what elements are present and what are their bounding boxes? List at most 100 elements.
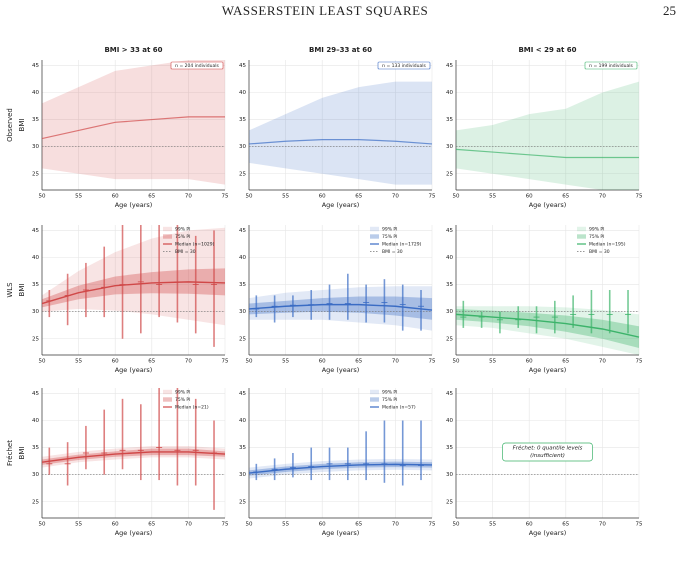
x-tick-label: 55	[75, 194, 82, 200]
running-header: WASSERSTEIN LEAST SQUARES	[222, 3, 429, 18]
y-tick-label: 35	[446, 117, 453, 123]
x-tick-label: 60	[526, 194, 533, 200]
x-axis-label: Age (years)	[529, 366, 567, 374]
legend-swatch	[370, 397, 379, 402]
x-tick-label: 60	[112, 522, 119, 528]
x-tick-label: 75	[222, 522, 229, 528]
x-tick-label: 60	[526, 522, 533, 528]
y-tick-label: 25	[239, 171, 246, 177]
x-axis-label: Age (years)	[115, 201, 153, 209]
y-tick-label: 40	[446, 90, 453, 96]
x-tick-label: 75	[636, 194, 643, 200]
x-tick-label: 55	[282, 194, 289, 200]
legend-label: 99% PI	[175, 227, 190, 233]
legend-swatch	[163, 397, 172, 402]
legend-swatch	[577, 226, 586, 232]
legend-swatch	[370, 234, 379, 239]
x-tick-label: 55	[282, 522, 289, 528]
y-tick-label: 35	[32, 282, 39, 288]
x-tick-label: 55	[489, 194, 496, 200]
y-tick-label: 40	[446, 418, 453, 424]
panel: 25 30 35 40 45 50 55 60 65 70 75 Age (years) Fréchet…	[446, 388, 643, 537]
y-tick-label: 45	[239, 63, 246, 69]
y-tick-label: 35	[239, 445, 246, 451]
y-tick-label: 25	[239, 499, 246, 505]
trajectory-center	[248, 139, 433, 145]
legend-label: Median (n=21)	[175, 405, 209, 411]
x-tick-label: 50	[453, 359, 460, 365]
y-tick-label: 45	[446, 63, 453, 69]
y-axis-label: BMI	[18, 447, 26, 460]
y-tick-label: 35	[32, 117, 39, 123]
y-tick-label: 40	[32, 90, 39, 96]
x-tick-label: 75	[222, 194, 229, 200]
y-tick-label: 30	[239, 144, 246, 150]
legend-swatch	[370, 389, 379, 395]
note-text: Fréchet: 0 quantile levels	[513, 445, 583, 452]
legend-swatch	[163, 234, 172, 239]
x-tick-label: 60	[112, 194, 119, 200]
x-tick-label: 60	[319, 359, 326, 365]
legend-label: BMI = 30	[589, 249, 610, 255]
x-tick-label: 65	[355, 522, 362, 528]
x-tick-label: 70	[185, 522, 192, 528]
y-tick-label: 45	[239, 228, 246, 234]
row-label: Fréchet	[6, 440, 14, 466]
badge: n = 204 individuals	[175, 63, 219, 69]
column-title: BMI > 33 at 60	[104, 46, 162, 54]
x-axis-label: Age (years)	[115, 366, 153, 374]
legend-label: Median (n=1029)	[175, 242, 215, 248]
x-tick-label: 55	[282, 359, 289, 365]
trajectory-center	[455, 148, 639, 159]
pi75-band	[42, 448, 225, 465]
y-tick-label: 35	[239, 282, 246, 288]
x-axis-label: Age (years)	[529, 529, 567, 537]
y-tick-label: 30	[239, 309, 246, 315]
x-axis-label: Age (years)	[322, 529, 360, 537]
x-tick-label: 75	[636, 522, 643, 528]
pi75-band	[456, 308, 639, 348]
y-tick-label: 30	[446, 309, 453, 315]
x-tick-label: 60	[526, 359, 533, 365]
y-tick-label: 30	[32, 144, 39, 150]
x-tick-label: 50	[246, 194, 253, 200]
panel: 25 30 35 40 45 50 55 60 65 70 75 Age (years) 99% PI7…	[446, 225, 643, 374]
badge-box	[377, 61, 431, 70]
y-tick-label: 25	[32, 499, 39, 505]
badge: n = 133 individuals	[382, 63, 426, 69]
column-title: BMI < 29 at 60	[518, 46, 576, 54]
legend-swatch	[163, 226, 172, 232]
column-title: BMI 29–33 at 60	[309, 46, 372, 54]
panel: 25 30 35 40 45 50 55 60 65 70 75 Age (years) 99% PI7…	[239, 388, 436, 537]
trajectory-envelope	[42, 60, 225, 185]
row-label: Observed	[6, 108, 14, 142]
y-axis-label: BMI	[18, 119, 26, 132]
note-text: (insufficient)	[530, 453, 565, 459]
x-tick-label: 75	[429, 194, 436, 200]
y-tick-label: 25	[446, 171, 453, 177]
x-tick-label: 55	[489, 359, 496, 365]
legend-label: Median (n=1729)	[382, 242, 422, 248]
panel: 25 30 35 40 45 50 55 60 65 70 75 Age (years) 99% PI7…	[32, 388, 229, 537]
y-tick-label: 45	[446, 228, 453, 234]
x-tick-label: 65	[562, 359, 569, 365]
trajectory-envelope	[249, 81, 432, 185]
x-tick-label: 65	[148, 194, 155, 200]
y-tick-label: 45	[446, 391, 453, 397]
legend-swatch	[370, 226, 379, 232]
x-tick-label: 50	[453, 194, 460, 200]
x-tick-label: 75	[636, 359, 643, 365]
legend-label: 99% PI	[382, 227, 397, 233]
x-tick-label: 60	[319, 522, 326, 528]
pi99-band	[249, 286, 432, 331]
x-tick-label: 70	[392, 359, 399, 365]
legend-label: 75% PI	[175, 397, 190, 403]
y-tick-label: 35	[446, 445, 453, 451]
x-tick-label: 50	[246, 522, 253, 528]
x-tick-label: 70	[185, 359, 192, 365]
x-tick-label: 60	[319, 194, 326, 200]
legend-label: BMI = 30	[382, 249, 403, 255]
panel: 25 30 35 40 45 50 55 60 65 70 75 Age (years) 99% PI7…	[32, 225, 229, 374]
legend-label: Median (n=57)	[382, 405, 416, 411]
legend-label: 75% PI	[175, 234, 190, 240]
